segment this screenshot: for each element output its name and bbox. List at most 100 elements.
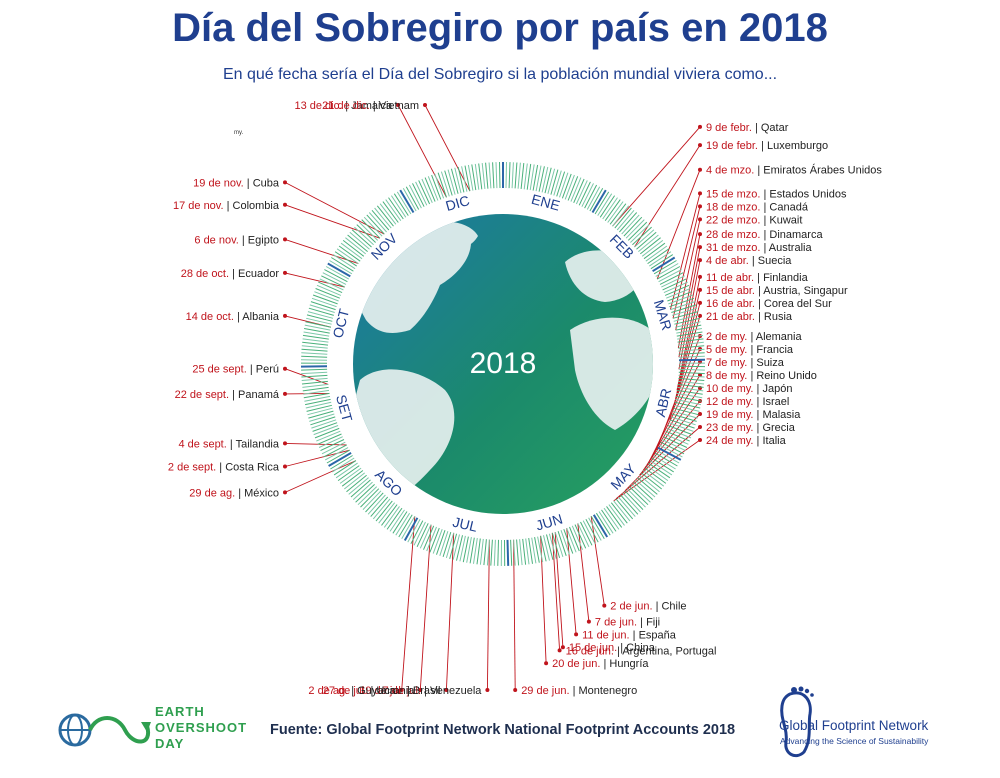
day-tick	[423, 525, 435, 550]
day-tick	[541, 166, 549, 193]
day-tick	[648, 462, 671, 479]
day-tick	[450, 168, 459, 194]
day-tick	[592, 514, 609, 538]
day-tick	[427, 176, 439, 201]
overshoot-date: 28 de mzo.	[706, 229, 763, 241]
day-tick	[602, 197, 618, 220]
day-tick	[563, 529, 574, 554]
overshoot-date: 7 de my.	[706, 357, 750, 369]
day-tick	[305, 401, 332, 409]
day-tick	[653, 455, 676, 470]
leader-dot	[698, 191, 702, 196]
day-tick	[598, 511, 614, 534]
day-tick	[676, 331, 703, 337]
overshoot-date: 6 de nov.	[194, 234, 242, 246]
leader-dot	[698, 245, 702, 250]
day-tick	[437, 172, 447, 198]
country-label: 15 de mzo. | Estados Unidos	[706, 188, 847, 200]
day-tick	[677, 341, 704, 346]
day-tick	[573, 178, 585, 204]
day-tick	[633, 481, 654, 500]
day-tick	[672, 307, 698, 316]
day-tick	[432, 529, 443, 554]
country-label: 24 de my. | Italia	[706, 435, 787, 447]
day-tick	[408, 184, 422, 209]
country-name: | Dinamarca	[763, 229, 823, 241]
day-tick	[301, 355, 328, 358]
day-tick	[571, 525, 583, 550]
logo-line-1: EARTH	[155, 704, 205, 719]
day-tick	[582, 520, 596, 545]
logo-line-2: OVERSHOOT	[155, 720, 248, 735]
leader-dot	[586, 619, 591, 624]
leader-dot	[283, 490, 287, 495]
day-tick	[666, 288, 691, 299]
day-tick	[321, 441, 346, 455]
leader-line	[669, 193, 701, 310]
overshoot-date: 19 de jul.	[359, 685, 407, 697]
day-tick	[531, 537, 537, 564]
country-label: 31 de mzo. | Australia	[706, 242, 812, 254]
day-tick	[638, 234, 659, 252]
day-tick	[529, 164, 535, 191]
overshoot-date: 16 de abr.	[706, 298, 758, 310]
month-label: JUN	[534, 511, 565, 534]
day-tick	[668, 422, 694, 432]
overshoot-date: 7 de jun.	[595, 617, 640, 629]
day-tick	[493, 539, 496, 566]
day-tick	[332, 254, 356, 270]
day-tick	[554, 531, 564, 558]
overshoot-date: 11 de abr.	[706, 272, 757, 284]
day-tick	[550, 169, 559, 195]
overshoot-date: 11 de jun.	[582, 629, 633, 641]
leader-dot	[698, 287, 702, 292]
country-name: | Rusia	[758, 311, 793, 323]
leader-dot	[283, 441, 287, 446]
day-tick	[557, 531, 567, 556]
day-tick	[624, 490, 644, 510]
day-tick	[657, 446, 682, 461]
day-tick	[368, 212, 387, 233]
day-tick	[431, 174, 442, 200]
day-tick	[678, 348, 705, 352]
day-tick	[520, 163, 525, 189]
leader-line	[424, 104, 471, 192]
day-tick	[424, 177, 436, 202]
day-tick	[302, 383, 329, 388]
leader-dot	[283, 366, 287, 371]
day-tick	[594, 191, 610, 215]
day-tick	[525, 538, 530, 565]
country-label: 13 de dic. | Jamaica	[294, 100, 393, 112]
day-tick	[561, 173, 572, 199]
leader-dot	[283, 237, 287, 242]
day-tick	[584, 184, 598, 209]
country-name: | Hungría	[603, 658, 649, 670]
day-tick	[301, 348, 328, 352]
day-tick	[301, 345, 328, 349]
leader-line	[642, 387, 701, 471]
day-tick	[350, 479, 371, 498]
overshoot-date: 17 de nov.	[173, 200, 227, 212]
country-label: 11 de abr. | Finlandia	[706, 272, 809, 284]
day-tick	[303, 392, 330, 399]
overshoot-date: 2 de sept.	[168, 462, 219, 474]
day-tick	[312, 294, 338, 305]
day-tick	[619, 212, 638, 233]
overshoot-date: 5 de my.	[706, 344, 750, 356]
day-tick	[540, 535, 547, 562]
day-tick	[318, 281, 343, 294]
day-tick	[652, 256, 676, 273]
day-tick	[415, 181, 428, 206]
day-tick	[311, 297, 337, 308]
day-tick	[360, 488, 380, 508]
day-tick	[570, 177, 582, 202]
overshoot-date: 15 de jun.	[569, 642, 620, 654]
country-label: 8 de my. | Reino Unido	[706, 370, 817, 382]
day-ticks	[300, 161, 706, 567]
day-tick	[301, 352, 328, 355]
leader-dot	[698, 274, 702, 279]
day-tick	[606, 506, 623, 528]
leader-dot	[396, 103, 401, 107]
